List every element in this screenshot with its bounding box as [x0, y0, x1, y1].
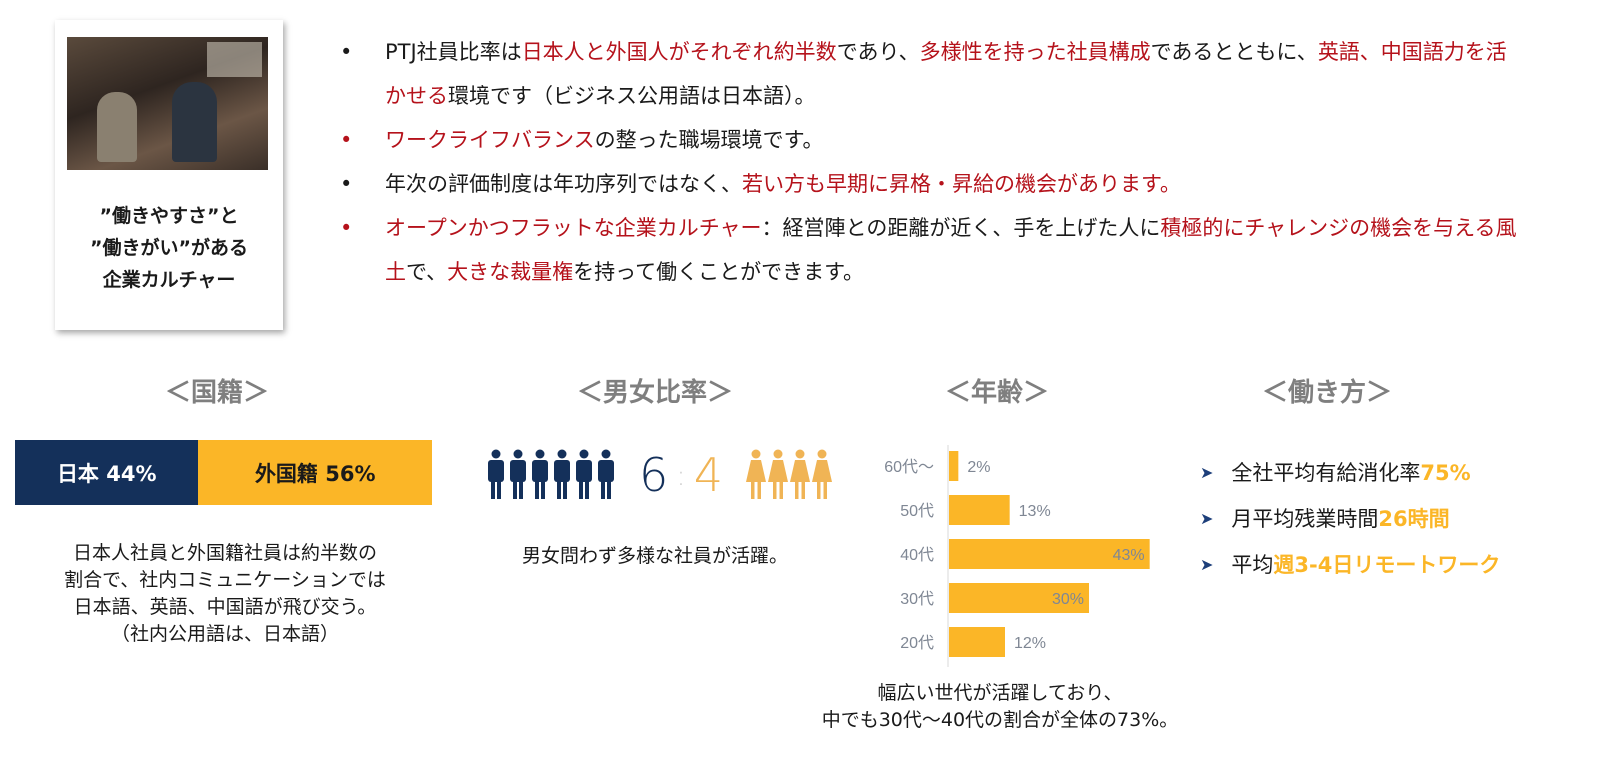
caption-line: ”働きがい”がある [90, 237, 248, 259]
item-text: 平均 [1231, 553, 1274, 577]
bullet-item: • PTJ社員比率は日本人と外国人がそれぞれ約半数であり、多様性を持った社員構成で… [340, 30, 1520, 118]
bullet-dot-icon: • [340, 40, 353, 64]
bullet-text: であり、 [836, 40, 920, 64]
bullet-text: を持って働くことができます。 [573, 260, 865, 284]
bullet-text: で、 [406, 260, 448, 284]
item-text: 全社平均有給消化率 [1231, 461, 1421, 485]
arrow-icon: ➤ [1200, 555, 1214, 574]
female-person-icon [812, 449, 832, 499]
category-label: 50代 [900, 502, 934, 520]
bullet-item: • 年次の評価制度は年功序列ではなく、若い方も早期に昇格・昇給の機会があります。 [340, 162, 1520, 206]
highlight-text: 日本人と外国人がそれぞれ約半数 [521, 40, 837, 64]
bullet-dot-icon: • [340, 128, 353, 152]
female-icons [745, 449, 833, 501]
highlight-text: 英語、中国語力を活かせる [385, 40, 1507, 108]
caption-line: ”働きやすさ”と [99, 205, 239, 227]
age-bar-chart: 60代～ 2% 50代 13% 40代 43% 30代 30% 20代 12% [884, 445, 1150, 667]
workstyle-item: ➤ 月平均残業時間26時間 [1200, 496, 1500, 542]
highlight-text: ワークライフバランス [385, 128, 595, 152]
bullet-text: 年次の評価制度は年功序列ではなく、 [385, 172, 742, 196]
male-person-icon [510, 449, 526, 499]
male-person-icon [532, 449, 548, 499]
category-label: 30代 [900, 590, 934, 608]
bullet-dot-icon: • [340, 216, 353, 240]
category-label: 60代～ [884, 458, 934, 476]
data-label: 30% [1052, 591, 1084, 608]
japan-segment: 日本 44% [15, 440, 199, 505]
workstyle-item: ➤ 全社平均有給消化率75% [1200, 450, 1500, 496]
age-bar [949, 495, 1010, 525]
desc-line: 日本人社員と外国籍社員は約半数の [72, 542, 377, 564]
bullet-text: 環境です（ビジネス公用語は日本語）。 [448, 84, 816, 108]
caption-line: 企業カルチャー [102, 269, 236, 291]
office-photo [67, 37, 268, 170]
heading-age: ＜年齢＞ [944, 378, 1050, 408]
arrow-icon: ➤ [1200, 463, 1214, 482]
male-icons [485, 449, 617, 501]
desc-line: 割合で、社内コミュニケーションでは [64, 569, 386, 591]
heading-gender: ＜男女比率＞ [576, 378, 734, 408]
workstyle-list: ➤ 全社平均有給消化率75% ➤ 月平均残業時間26時間 ➤ 平均週3-4日リモートワ… [1200, 450, 1500, 588]
female-person-icon [768, 449, 788, 499]
item-highlight: 週3-4日リモートワーク [1273, 553, 1501, 577]
male-person-icon [488, 449, 504, 499]
female-person-icon [746, 449, 766, 499]
highlight-text: 積極的にチャレンジの機会を与える風土 [385, 216, 1517, 284]
highlight-text: 若い方も早期に昇格・昇給の機会があります。 [742, 172, 1181, 196]
age-bar [949, 539, 1150, 569]
ratio-separator: : [676, 458, 686, 492]
workstyle-item: ➤ 平均週3-4日リモートワーク [1200, 542, 1500, 588]
highlight-text: 大きな裁量権 [447, 260, 574, 284]
heading-nationality: ＜国籍＞ [164, 378, 270, 408]
item-text: 月平均残業時間 [1231, 507, 1379, 531]
heading-workstyle: ＜働き方＞ [1261, 378, 1393, 408]
category-label: 20代 [900, 634, 934, 652]
desc-line: 中でも30代～40代の割合が全体の73%。 [821, 709, 1179, 731]
culture-card: ”働きやすさ”と ”働きがい”がある 企業カルチャー [55, 20, 283, 330]
female-ratio: 4 [693, 448, 723, 502]
data-label: 43% [1113, 547, 1145, 564]
data-label: 13% [1019, 503, 1051, 520]
age-bar [949, 627, 1005, 657]
highlight-text: 多様性を持った社員構成 [919, 40, 1151, 64]
bullet-item: • ワークライフバランスの整った職場環境です。 [340, 118, 1520, 162]
item-highlight: 26時間 [1378, 507, 1450, 531]
male-person-icon [576, 449, 592, 499]
data-label: 12% [1014, 635, 1046, 652]
female-person-icon [790, 449, 810, 499]
age-bar [949, 451, 959, 481]
bullet-text: であるとともに、 [1150, 40, 1318, 64]
bullet-list: • PTJ社員比率は日本人と外国人がそれぞれ約半数であり、多様性を持った社員構成で… [340, 30, 1520, 294]
desc-line: （社内公用語は、日本語） [110, 623, 339, 645]
bullet-dot-icon: • [340, 172, 353, 196]
card-caption: ”働きやすさ”と ”働きがい”がある 企業カルチャー [55, 200, 283, 296]
gender-desc: 男女問わず多様な社員が活躍。 [521, 545, 789, 567]
male-ratio: 6 [639, 448, 669, 502]
desc-line: 日本語、英語、中国語が飛び交う。 [73, 596, 377, 618]
bullet-text: PTJ社員比率は [385, 40, 522, 64]
data-label: 2% [967, 459, 990, 476]
bullet-text: ：経営陣との距離が近く、手を上げた人に [761, 216, 1161, 240]
male-person-icon [554, 449, 570, 499]
bullet-item: • オープンかつフラットな企業カルチャー：経営陣との距離が近く、手を上げた人に積極… [340, 206, 1520, 294]
gender-ratio: 6 : 4 [485, 448, 833, 502]
bullet-text: の整った職場環境です。 [594, 128, 824, 152]
nationality-bar: 日本 44% 外国籍 56% [15, 440, 432, 505]
age-bar [949, 583, 1089, 613]
arrow-icon: ➤ [1200, 509, 1214, 528]
male-person-icon [598, 449, 614, 499]
highlight-text: オープンかつフラットな企業カルチャー [385, 216, 762, 240]
desc-line: 幅広い世代が活躍しており、 [877, 682, 1123, 704]
nationality-desc: 日本人社員と外国籍社員は約半数の 割合で、社内コミュニケーションでは 日本語、英… [64, 540, 386, 648]
item-highlight: 75% [1420, 461, 1471, 485]
category-label: 40代 [900, 546, 934, 564]
foreign-segment: 外国籍 56% [198, 440, 432, 505]
age-desc: 幅広い世代が活躍しており、 中でも30代～40代の割合が全体の73%。 [822, 680, 1179, 734]
